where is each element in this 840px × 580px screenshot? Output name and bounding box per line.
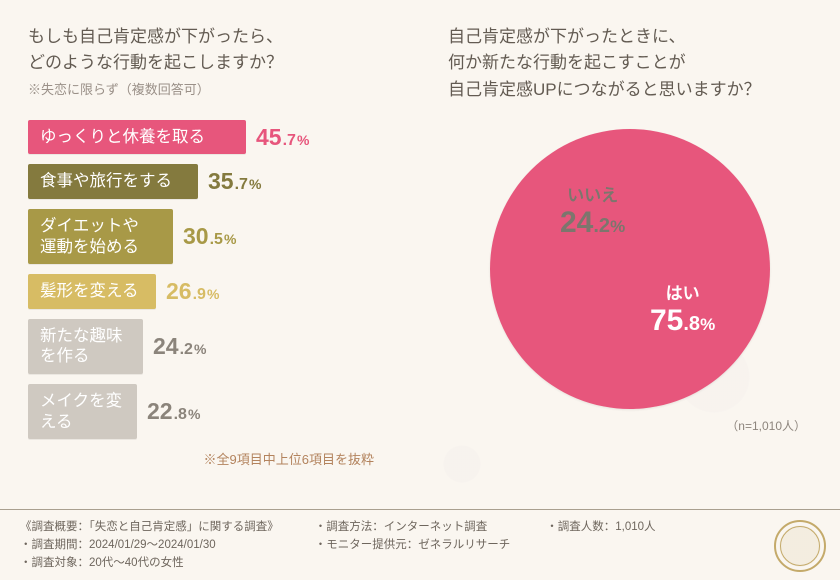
excerpt-note: ※全9項目中上位6項目を抜粋 [28,449,420,468]
right-panel: 自己肯定感が下がったときに、 何か新たな行動を起こすことが 自己肯定感UPにつな… [448,24,812,502]
left-q-line1: もしも自己肯定感が下がったら、 [28,24,420,50]
footer: 《調査概要：「失恋と自己肯定感」に関する調査》・調査期間：2024/01/29〜… [0,509,840,580]
footer-line: ・調査対象：20代〜40代の女性 [20,554,279,570]
bar: ダイエットや 運動を始める [28,209,173,264]
left-question: もしも自己肯定感が下がったら、 どのような行動を起こしますか？ ※失恋に限らず（… [28,24,420,98]
footer-col-3: ・調査人数：1,010人 [546,518,655,534]
bar-value: 26.9% [166,278,219,305]
bar-value: 45.7% [256,124,309,151]
left-q-sub: ※失恋に限らず（複数回答可） [28,79,420,98]
bar: ゆっくりと休養を取る [28,120,246,155]
bar: 髪形を変える [28,274,156,309]
bar-row: 新たな趣味を作る 24.2% [28,319,420,374]
footer-col-1: 《調査概要：「失恋と自己肯定感」に関する調査》・調査期間：2024/01/29〜… [20,518,279,570]
pie-label: はい75.8% [650,279,715,338]
pie-chart: いいえ24.2% はい75.8% [490,129,770,409]
bar-row: メイクを変える 22.8% [28,384,420,439]
bar: 食事や旅行をする [28,164,198,199]
bar-value: 30.5% [183,223,236,250]
left-panel: もしも自己肯定感が下がったら、 どのような行動を起こしますか？ ※失恋に限らず（… [28,24,420,502]
right-q-line3: 自己肯定感UPにつながると思いますか？ [448,77,812,103]
pie-label: いいえ24.2% [560,181,625,240]
footer-line: ・モニター提供元：ゼネラルリサーチ [315,536,511,552]
bar-value: 35.7% [208,168,261,195]
footer-line: ・調査人数：1,010人 [546,518,655,534]
pie-disc [490,129,770,409]
bar-chart: ゆっくりと休養を取る 45.7% 食事や旅行をする 35.7% ダイエットや 運動を始め… [28,120,420,440]
bar: 新たな趣味を作る [28,319,143,374]
bar-row: 食事や旅行をする 35.7% [28,164,420,199]
footer-line: ・調査期間：2024/01/29〜2024/01/30 [20,536,279,552]
right-q-line2: 何か新たな行動を起こすことが [448,50,812,76]
right-question: 自己肯定感が下がったときに、 何か新たな行動を起こすことが 自己肯定感UPにつな… [448,24,812,103]
right-q-line1: 自己肯定感が下がったときに、 [448,24,812,50]
bar-row: 髪形を変える 26.9% [28,274,420,309]
seal-icon [774,520,826,572]
bar-row: ダイエットや 運動を始める 30.5% [28,209,420,264]
bar-value: 24.2% [153,333,206,360]
n-note: （n=1,010人） [448,417,812,434]
footer-line: 《調査概要：「失恋と自己肯定感」に関する調査》 [20,518,279,534]
footer-line: ・調査方法：インターネット調査 [315,518,511,534]
bar-row: ゆっくりと休養を取る 45.7% [28,120,420,155]
left-q-line2: どのような行動を起こしますか？ [28,50,420,76]
footer-col-2: ・調査方法：インターネット調査・モニター提供元：ゼネラルリサーチ [315,518,511,552]
bar-value: 22.8% [147,398,200,425]
bar: メイクを変える [28,384,137,439]
